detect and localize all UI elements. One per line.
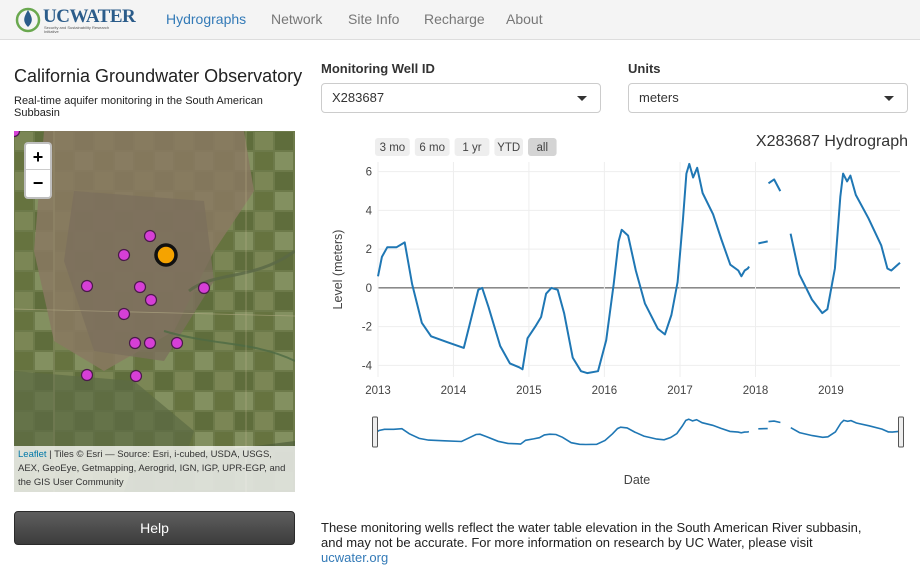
range-button-label: all <box>537 142 549 154</box>
x-tick-label: 2018 <box>743 385 769 397</box>
range-button-1yr[interactable] <box>454 138 490 156</box>
attribution-text: | Tiles © Esri — Source: Esri, i-cubed, … <box>18 449 286 488</box>
range-slider-line <box>768 420 781 424</box>
y-tick-label: 2 <box>366 244 372 256</box>
selected-well-marker[interactable] <box>154 243 178 267</box>
range-slider-line <box>374 418 750 446</box>
range-button-YTD[interactable] <box>494 138 523 156</box>
range-button-label: 6 mo <box>419 142 445 154</box>
zoom-out-button[interactable]: − <box>32 173 44 193</box>
range-button-label: 1 yr <box>462 142 481 154</box>
well-id-value: X283687 <box>332 90 385 105</box>
hydrograph-svg: 3 mo 6 mo 1 yr YTD all X283687 Hydrograph -4 -2… <box>331 133 908 487</box>
y-tick-label: 4 <box>366 205 373 217</box>
leaflet-link[interactable]: Leaflet <box>18 449 47 460</box>
chart-title: X283687 Hydrograph <box>756 133 908 150</box>
well-marker[interactable] <box>128 336 142 350</box>
x-tick-label: 2013 <box>365 385 391 397</box>
well-marker[interactable] <box>143 336 157 350</box>
well-marker[interactable] <box>14 131 21 138</box>
well-marker[interactable] <box>129 369 143 383</box>
well-map[interactable]: + − Leaflet | Tiles © Esri — Source: Esr… <box>14 131 295 492</box>
y-tick-label: -4 <box>362 360 373 372</box>
top-navbar: UCWATER Security and Sustainability Rese… <box>0 0 920 40</box>
well-marker[interactable] <box>80 368 94 382</box>
page-title: California Groundwater Observatory <box>14 66 303 86</box>
hydrograph-line <box>789 172 901 315</box>
range-button-6mo[interactable] <box>414 138 450 156</box>
range-button-all[interactable] <box>528 138 557 156</box>
nav-recharge[interactable]: Recharge <box>424 11 485 27</box>
range-slider-handle-left[interactable] <box>372 416 378 448</box>
water-drop-icon <box>15 7 41 33</box>
nav-site-info[interactable]: Site Info <box>348 11 400 27</box>
well-id-select[interactable]: X283687 <box>321 83 601 113</box>
hydrograph-line <box>758 240 768 245</box>
y-tick-label: 6 <box>366 167 372 179</box>
x-tick-label: 2017 <box>667 385 693 397</box>
help-button[interactable]: Help <box>14 511 295 545</box>
well-marker[interactable] <box>117 307 131 321</box>
well-marker[interactable] <box>133 280 147 294</box>
logo-tagline: Security and Sustainability Research Ini… <box>44 25 110 34</box>
zoom-control: + − <box>24 142 52 199</box>
y-tick-label: -2 <box>362 322 372 334</box>
units-label: Units <box>628 61 661 76</box>
nav-about[interactable]: About <box>506 11 543 27</box>
hydrograph-line <box>767 178 782 192</box>
range-button-3mo[interactable] <box>375 138 410 156</box>
hydrograph-line <box>377 162 750 375</box>
chevron-down-icon <box>577 96 587 101</box>
range-slider-handle-right[interactable] <box>898 416 904 448</box>
x-axis-label: Date <box>624 473 650 487</box>
chevron-down-icon <box>884 96 894 101</box>
units-value: meters <box>639 90 679 105</box>
x-tick-label: 2019 <box>818 385 844 397</box>
ucwater-link[interactable]: ucwater.org <box>321 550 389 565</box>
well-marker[interactable] <box>143 229 157 243</box>
range-button-label: 3 mo <box>380 142 406 154</box>
range-button-label: YTD <box>497 142 520 154</box>
range-slider-line <box>790 419 902 439</box>
well-marker[interactable] <box>144 293 158 307</box>
ucwater-logo[interactable]: UCWATER Security and Sustainability Rese… <box>15 5 136 37</box>
units-select[interactable]: meters <box>628 83 908 113</box>
page-subtitle: Real-time aquifer monitoring in the Sout… <box>14 95 263 119</box>
map-attribution: Leaflet | Tiles © Esri — Source: Esri, i… <box>14 446 295 492</box>
y-tick-label: 0 <box>366 283 372 295</box>
zoom-in-button[interactable]: + <box>26 144 50 170</box>
well-marker[interactable] <box>170 336 184 350</box>
well-markers <box>14 131 211 383</box>
x-tick-label: 2016 <box>592 385 618 397</box>
well-marker[interactable] <box>117 248 131 262</box>
well-id-label: Monitoring Well ID <box>321 61 435 76</box>
x-tick-label: 2015 <box>516 385 542 397</box>
disclaimer-text: These monitoring wells reflect the water… <box>321 520 881 565</box>
hydrograph-chart[interactable]: 3 mo 6 mo 1 yr YTD all X283687 Hydrograph -4 -2… <box>320 126 916 496</box>
y-axis-label: Level (meters) <box>331 230 345 310</box>
logo-title: UCWATER <box>43 6 136 27</box>
well-marker[interactable] <box>80 279 94 293</box>
nav-network[interactable]: Network <box>271 11 323 27</box>
nav-hydrographs[interactable]: Hydrographs <box>166 11 247 27</box>
well-marker[interactable] <box>197 281 211 295</box>
disclaimer-body: These monitoring wells reflect the water… <box>321 520 862 550</box>
x-tick-label: 2014 <box>441 385 467 397</box>
